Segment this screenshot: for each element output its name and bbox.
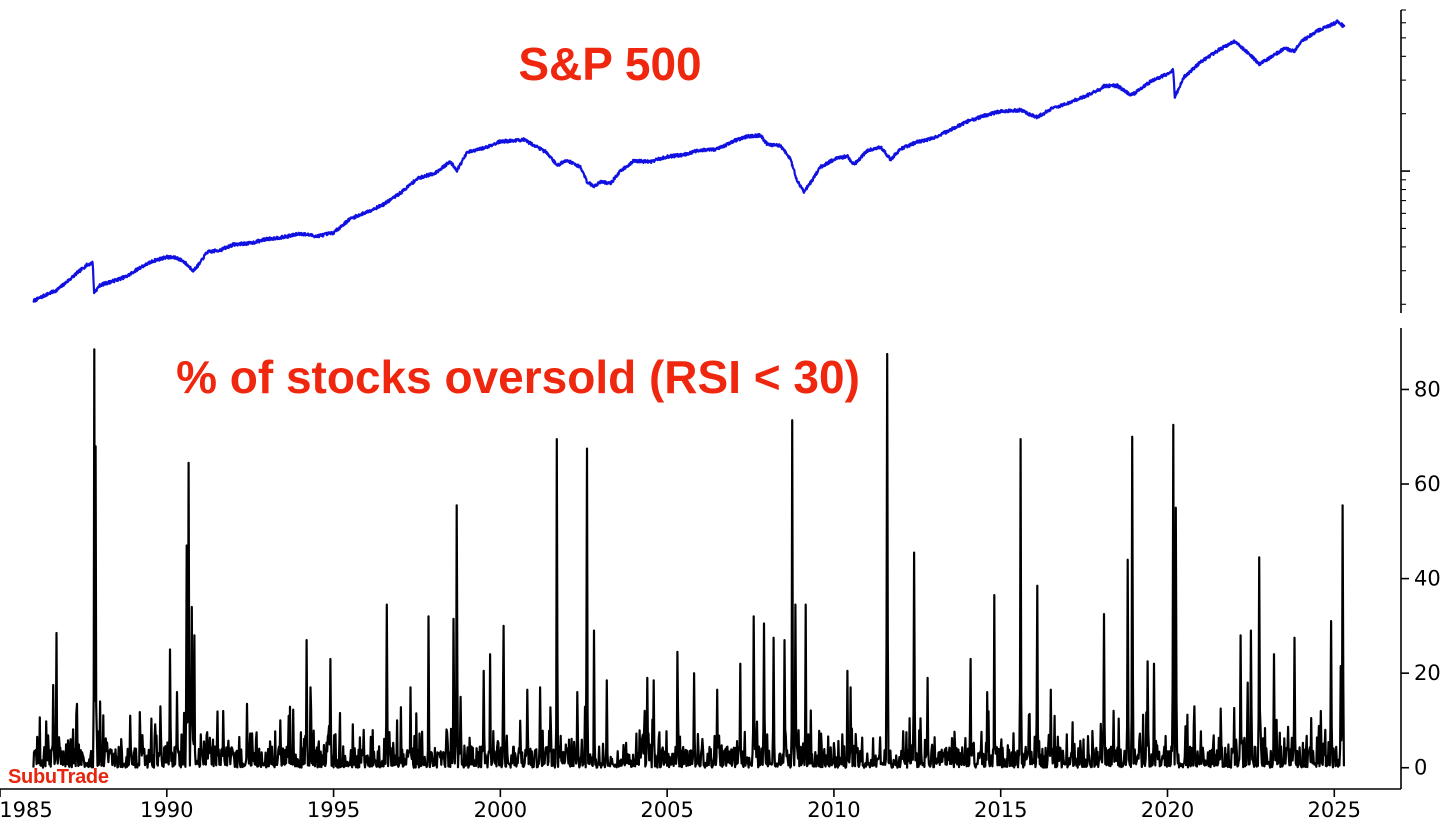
y-tick-label: 0 <box>1414 756 1427 780</box>
oversold-chart-title: % of stocks oversold (RSI < 30) <box>176 351 860 403</box>
x-tick-label: 2000 <box>474 798 527 822</box>
oversold-panel: 1985 1990 1995 2000 2005 2010 2015 2020 2025 0 20… <box>0 328 1441 822</box>
x-tick-label: 2015 <box>974 798 1027 822</box>
x-tick-label: 1985 <box>0 798 53 822</box>
y-tick-label: 80 <box>1414 377 1441 401</box>
x-tick-label: 2010 <box>807 798 860 822</box>
y-tick-label: 60 <box>1414 472 1441 496</box>
x-tick-label: 2005 <box>640 798 693 822</box>
sp500-chart-title: S&P 500 <box>518 38 701 90</box>
y-tick-label: 40 <box>1414 567 1441 591</box>
x-tick-label: 2020 <box>1141 798 1194 822</box>
oversold-y-axis-ticks: 0 20 40 60 80 <box>1401 377 1441 780</box>
brand-watermark: SubuTrade <box>8 766 109 788</box>
oversold-x-axis-ticks: 1985 1990 1995 2000 2005 2010 2015 2020 2025 <box>0 789 1361 822</box>
sp500-panel: S&P 500 <box>32 9 1410 313</box>
x-tick-label: 1990 <box>140 798 193 822</box>
sp500-y-axis-ticks <box>1401 9 1410 305</box>
sp500-series-line <box>32 19 1346 303</box>
y-tick-label: 20 <box>1414 661 1441 685</box>
oversold-series-line <box>32 348 1345 769</box>
x-tick-label: 2025 <box>1308 798 1361 822</box>
x-tick-label: 1995 <box>307 798 360 822</box>
